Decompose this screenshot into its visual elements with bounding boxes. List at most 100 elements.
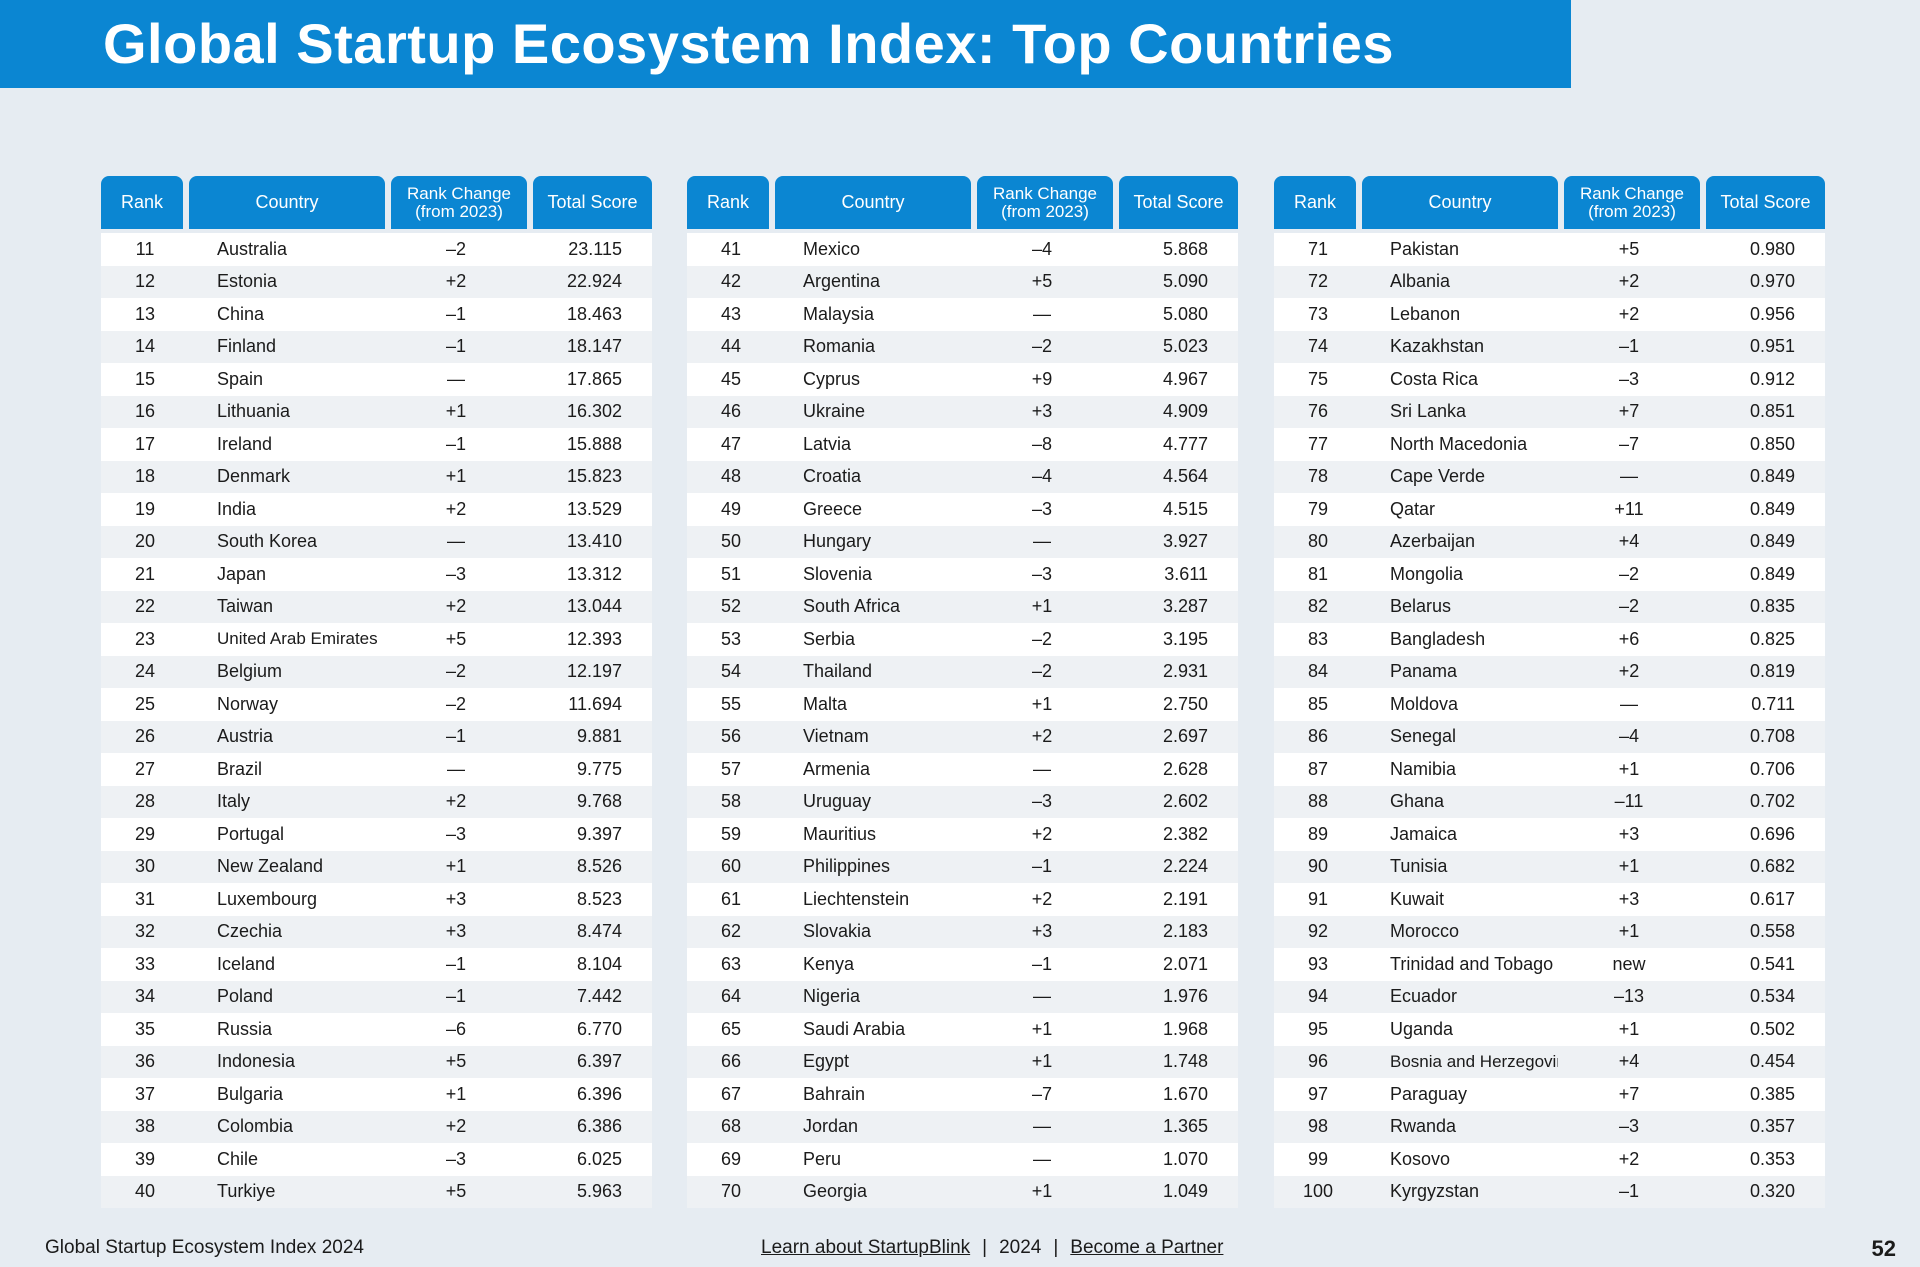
table-row: 42 Argentina +5 5.090 xyxy=(687,265,1238,298)
cell-country: Cape Verde xyxy=(1390,466,1486,487)
cell-total-score: 0.706 xyxy=(1749,758,1795,779)
cell-country: Vietnam xyxy=(803,726,869,747)
cell-rank: 19 xyxy=(134,498,156,519)
table-row: 41 Mexico –4 5.868 xyxy=(687,233,1238,266)
cell-rank: 44 xyxy=(720,336,742,357)
cell-total-score: 13.410 xyxy=(566,531,622,552)
table-row: 83 Bangladesh +6 0.825 xyxy=(1274,623,1825,656)
cell-rank-change: +1 xyxy=(445,401,467,422)
cell-country: Kazakhstan xyxy=(1390,336,1485,357)
cell-rank-change: –7 xyxy=(1031,1083,1053,1104)
cell-rank: 46 xyxy=(720,401,742,422)
cell-country: Norway xyxy=(217,693,279,714)
cell-country: Luxembourg xyxy=(217,888,318,909)
become-a-partner-link[interactable]: Become a Partner xyxy=(1070,1237,1224,1258)
cell-total-score: 12.197 xyxy=(566,661,622,682)
cell-country: Trinidad and Tobago xyxy=(1390,953,1554,974)
cell-total-score: 2.697 xyxy=(1162,726,1208,747)
cell-total-score: 0.849 xyxy=(1749,466,1795,487)
cell-rank-change: — xyxy=(1033,531,1051,552)
table-row: 88 Ghana –11 0.702 xyxy=(1274,785,1825,818)
cell-total-score: 0.711 xyxy=(1751,693,1795,714)
cell-rank: 64 xyxy=(720,986,742,1007)
table-row: 50 Hungary — 3.927 xyxy=(687,525,1238,558)
cell-rank-change: — xyxy=(1033,1148,1051,1169)
cell-rank: 45 xyxy=(720,368,742,389)
cell-country: Latvia xyxy=(803,433,852,454)
cell-country: Tunisia xyxy=(1390,856,1448,877)
cell-total-score: 2.382 xyxy=(1162,823,1208,844)
table-row: 12 Estonia +2 22.924 xyxy=(101,265,652,298)
table-row: 20 South Korea — 13.410 xyxy=(101,525,652,558)
cell-total-score: 9.397 xyxy=(576,823,622,844)
table-row: 17 Ireland –1 15.888 xyxy=(101,428,652,461)
header-total-score: Total Score xyxy=(533,176,652,229)
cell-total-score: 0.835 xyxy=(1749,596,1795,617)
cell-rank: 17 xyxy=(134,433,156,454)
table-row: 25 Norway –2 11.694 xyxy=(101,688,652,721)
cell-country: Cyprus xyxy=(803,368,861,389)
cell-country: Egypt xyxy=(803,1051,850,1072)
cell-rank-change: +1 xyxy=(1031,596,1053,617)
cell-country: Iceland xyxy=(217,953,276,974)
cell-rank-change: –3 xyxy=(445,1148,467,1169)
learn-about-startupblink-link[interactable]: Learn about StartupBlink xyxy=(761,1237,971,1258)
table-row: 70 Georgia +1 1.049 xyxy=(687,1175,1238,1208)
cell-total-score: 9.775 xyxy=(576,758,622,779)
cell-country: Chile xyxy=(217,1148,259,1169)
header-total-score: Total Score xyxy=(1706,176,1825,229)
cell-country: Jordan xyxy=(803,1116,859,1137)
cell-rank-change: –3 xyxy=(1031,498,1053,519)
cell-total-score: 0.951 xyxy=(1749,336,1795,357)
cell-rank-change: +7 xyxy=(1618,1083,1640,1104)
cell-country: Mexico xyxy=(803,238,861,259)
table-row: 96 Bosnia and Herzegovina +4 0.454 xyxy=(1274,1045,1825,1078)
cell-rank-change: +1 xyxy=(1031,1051,1053,1072)
cell-rank: 68 xyxy=(720,1116,742,1137)
cell-total-score: 5.963 xyxy=(576,1181,622,1202)
cell-rank: 78 xyxy=(1307,466,1329,487)
cell-country: Malta xyxy=(803,693,848,714)
cell-country: Rwanda xyxy=(1390,1116,1457,1137)
table-body: 41 Mexico –4 5.868 42 Argentina +5 5.090 43 Malay… xyxy=(687,233,1238,1208)
cell-rank: 26 xyxy=(134,726,156,747)
cell-country: South Korea xyxy=(217,531,318,552)
cell-rank-change: –11 xyxy=(1614,791,1644,812)
table-row: 15 Spain — 17.865 xyxy=(101,363,652,396)
cell-rank-change: –2 xyxy=(445,693,467,714)
cell-rank-change: +2 xyxy=(445,271,467,292)
cell-rank: 37 xyxy=(134,1083,156,1104)
cell-country: Namibia xyxy=(1390,758,1457,779)
cell-rank: 74 xyxy=(1307,336,1329,357)
table-row: 48 Croatia –4 4.564 xyxy=(687,460,1238,493)
cell-total-score: 1.070 xyxy=(1162,1148,1208,1169)
cell-rank-change: +3 xyxy=(445,888,467,909)
table-row: 53 Serbia –2 3.195 xyxy=(687,623,1238,656)
cell-rank-change: +2 xyxy=(1618,271,1640,292)
cell-rank-change: +1 xyxy=(1618,856,1640,877)
cell-country: Mongolia xyxy=(1390,563,1464,584)
table-row: 58 Uruguay –3 2.602 xyxy=(687,785,1238,818)
cell-country: Uganda xyxy=(1390,1018,1454,1039)
table-row: 80 Azerbaijan +4 0.849 xyxy=(1274,525,1825,558)
cell-rank-change: +1 xyxy=(445,1083,467,1104)
table-header: Rank Country Rank Change (from 2023) Total … xyxy=(101,176,652,229)
cell-total-score: 2.628 xyxy=(1162,758,1208,779)
cell-country: Armenia xyxy=(803,758,871,779)
table-row: 81 Mongolia –2 0.849 xyxy=(1274,558,1825,591)
cell-rank: 52 xyxy=(720,596,742,617)
cell-rank-change: — xyxy=(447,531,465,552)
cell-rank-change: –1 xyxy=(445,336,467,357)
cell-rank-change: –4 xyxy=(1031,466,1053,487)
title-banner: Global Startup Ecosystem Index: Top Coun… xyxy=(0,0,1571,88)
cell-country: Costa Rica xyxy=(1390,368,1479,389)
cell-total-score: 8.526 xyxy=(576,856,622,877)
table-row: 93 Trinidad and Tobago new 0.541 xyxy=(1274,948,1825,981)
cell-rank: 83 xyxy=(1307,628,1329,649)
cell-total-score: 17.865 xyxy=(566,368,622,389)
ranking-table-3: Rank Country Rank Change (from 2023) Total … xyxy=(1274,176,1825,1208)
cell-rank: 76 xyxy=(1307,401,1329,422)
cell-rank-change: — xyxy=(1620,466,1638,487)
cell-total-score: 23.115 xyxy=(568,238,622,259)
cell-rank-change: +5 xyxy=(445,1181,467,1202)
